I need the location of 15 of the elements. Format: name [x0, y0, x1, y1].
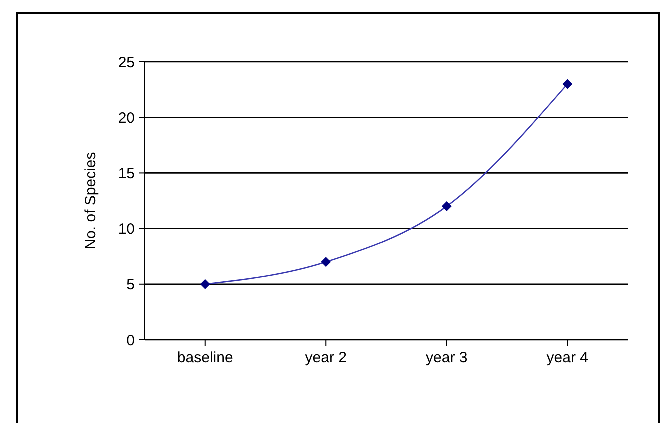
y-tick-label: 15 [118, 166, 135, 183]
point [562, 79, 573, 90]
x-tick-label: year 4 [546, 350, 588, 367]
y-axis-title: No. of Species [82, 152, 100, 250]
y-tick-label: 25 [118, 54, 135, 72]
x-tick-label: year 3 [426, 350, 468, 367]
point [200, 279, 210, 290]
y-tick-label: 0 [126, 332, 135, 350]
point [442, 202, 452, 212]
y-tick-label: 5 [126, 276, 135, 294]
y-tick-label: 10 [118, 221, 135, 238]
x-tick-label: year 2 [305, 350, 347, 367]
x-tick-label: baseline [177, 350, 234, 367]
y-tick-label: 20 [118, 110, 135, 127]
point [321, 257, 332, 268]
